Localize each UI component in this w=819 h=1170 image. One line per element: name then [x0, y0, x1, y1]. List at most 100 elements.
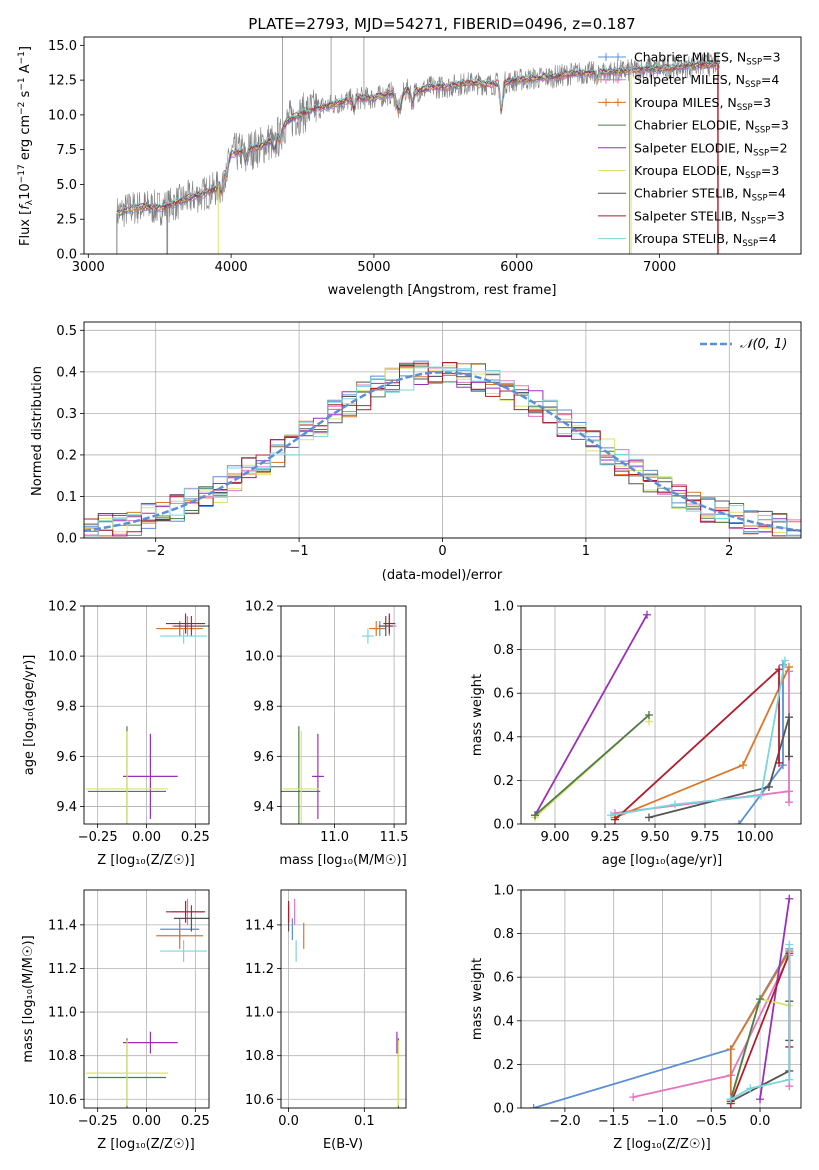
y-tick-label: 11.0	[48, 1006, 77, 1021]
weight-track-line	[534, 714, 650, 816]
x-tick-label: 0	[438, 544, 446, 559]
weight-track-line	[610, 660, 786, 817]
weight-point-marker	[785, 1075, 794, 1084]
mass-weight-vs-age-y-label: mass weight	[470, 674, 485, 756]
weight-point-marker	[645, 711, 653, 719]
legend-marker	[602, 53, 610, 61]
y-tick-label: 10.8	[245, 1049, 274, 1064]
weight-point-marker	[529, 1104, 538, 1108]
y-tick-label: 10.0	[48, 650, 77, 665]
x-tick-label: 9.50	[641, 830, 670, 845]
y-tick-label: 0.2	[493, 774, 514, 789]
x-tick-label: 0.0	[278, 1114, 299, 1129]
axes-frame	[520, 889, 802, 1109]
y-tick-label: 5.0	[56, 178, 77, 193]
x-tick-label: 11.0	[320, 830, 349, 845]
weight-point-marker	[611, 815, 619, 824]
y-tick-label: 0.8	[493, 927, 514, 942]
y-tick-label: 1.0	[493, 600, 514, 615]
weight-track-line	[730, 944, 791, 1101]
y-tick-label: 0.4	[56, 365, 77, 380]
x-tick-label: 10.00	[736, 830, 773, 845]
y-tick-label: 0.1	[56, 490, 77, 505]
weight-point-marker	[785, 713, 793, 722]
y-tick-label: 12.5	[48, 74, 77, 89]
mass-weight-vs-age-x-label: age [log₁₀(age/yr)]	[602, 853, 723, 868]
y-tick-label: 0.6	[493, 971, 514, 986]
legend-entry-label: Chabrier ELODIE, NSSP=3	[634, 118, 789, 136]
legend-marker	[614, 75, 622, 84]
x-tick-label: −1.5	[598, 1114, 630, 1129]
spectrum-x-axis-label: wavelength [Angstrom, rest frame]	[328, 283, 557, 298]
legend-entry-label: Salpeter MILES, NSSP=4	[634, 72, 779, 90]
y-tick-label: 10.6	[245, 1093, 274, 1108]
y-tick-label: 9.8	[253, 700, 274, 715]
y-tick-label: 0.2	[56, 448, 77, 463]
weight-point-marker	[671, 800, 679, 809]
y-tick-label: 9.4	[253, 800, 274, 815]
y-tick-label: 9.6	[56, 750, 77, 765]
x-tick-label: −1	[290, 544, 309, 559]
weight-point-marker	[756, 1095, 765, 1104]
axes-frame	[280, 605, 407, 825]
x-tick-label: 5000	[357, 260, 390, 275]
y-tick-label: 9.6	[253, 750, 274, 765]
y-tick-label: 7.5	[56, 143, 77, 158]
legend-marker	[602, 75, 610, 84]
y-tick-label: 10.2	[48, 600, 77, 615]
weight-tracks	[529, 894, 794, 1108]
y-tick-label: 10.6	[48, 1093, 77, 1108]
x-tick-label: 9.25	[591, 830, 620, 845]
x-tick-label: 7000	[643, 260, 676, 275]
axes-frame	[83, 321, 802, 539]
spectrum-traces	[116, 37, 720, 254]
legend-entry-label: Salpeter ELODIE, NSSP=2	[634, 140, 788, 158]
x-tick-label: 9.00	[541, 830, 570, 845]
age-vs-mass-x-label: mass [log₁₀(M/M☉)]	[279, 853, 406, 868]
legend-entry-label: Chabrier STELIB, NSSP=4	[634, 186, 786, 204]
mass-vs-metallicity-panel: −0.25 0.00 0.25 10.6 10.8 11.0 11.2 11.4 Z [log…	[21, 889, 210, 1152]
y-tick-label: 1.0	[493, 884, 514, 899]
x-tick-label: 1	[582, 544, 590, 559]
y-tick-label: 0.0	[493, 818, 514, 833]
model-spectrum-line	[116, 59, 720, 214]
spectrum-panel: PLATE=2793, MJD=54271, FIBERID=0496, z=0…	[17, 15, 802, 298]
axes-frame	[83, 889, 210, 1109]
legend-entry-label: Kroupa STELIB, NSSP=4	[634, 231, 777, 249]
x-tick-label: 0.25	[181, 830, 210, 845]
y-tick-label: 0.2	[493, 1058, 514, 1073]
legend-marker	[602, 98, 610, 107]
legend-marker	[614, 98, 622, 107]
weight-point-marker	[785, 940, 794, 949]
axes-frame	[520, 605, 802, 825]
mass-vs-extinction-plot-area: 0.0 0.1 10.6 10.8 11.0 11.2 11.4	[245, 889, 407, 1129]
y-tick-label: 10.0	[48, 108, 77, 123]
age-vs-metallicity-panel: −0.25 0.00 0.25 9.4 9.6 9.8 10.0 10.2 Z [log₁₀(…	[22, 600, 210, 869]
weight-point-marker	[765, 782, 773, 791]
mass-vs-metallicity-x-label: Z [log₁₀(Z/Z☉)]	[97, 1137, 194, 1152]
x-tick-label: −0.5	[695, 1114, 727, 1129]
normal-curve-line	[84, 371, 801, 532]
x-tick-label: 3000	[72, 260, 105, 275]
y-tick-label: 10.2	[245, 600, 274, 615]
histogram-y-axis-label: Normed distribution	[30, 366, 45, 496]
weight-point-marker	[785, 663, 793, 672]
axes-frame	[83, 605, 210, 825]
histogram-legend: 𝒩(0, 1)	[700, 337, 787, 352]
x-tick-label: −0.25	[78, 830, 118, 845]
weight-point-marker	[629, 1093, 638, 1102]
y-tick-label: 11.4	[245, 918, 274, 933]
y-tick-label: 0.3	[56, 407, 77, 422]
legend-marker	[614, 53, 622, 61]
age-vs-metallicity-y-label: age [log₁₀(age/yr)]	[22, 655, 37, 776]
weight-track-line	[759, 898, 791, 1100]
weight-point-marker	[756, 995, 765, 1003]
weight-point-marker	[746, 1084, 755, 1093]
y-tick-label: 9.4	[56, 800, 77, 815]
weight-point-marker	[735, 820, 743, 824]
mass-vs-extinction-panel: 0.0 0.1 10.6 10.8 11.0 11.2 11.4 E(B-V)	[245, 889, 407, 1152]
legend-entry-label: Kroupa MILES, NSSP=3	[634, 95, 771, 113]
residual-histogram-panel: −2 −1 0 1 2 0.0 0.1 0.2 0.3 0.4 0.5 (data-model)/e…	[30, 321, 802, 583]
weight-point-marker	[757, 791, 765, 800]
